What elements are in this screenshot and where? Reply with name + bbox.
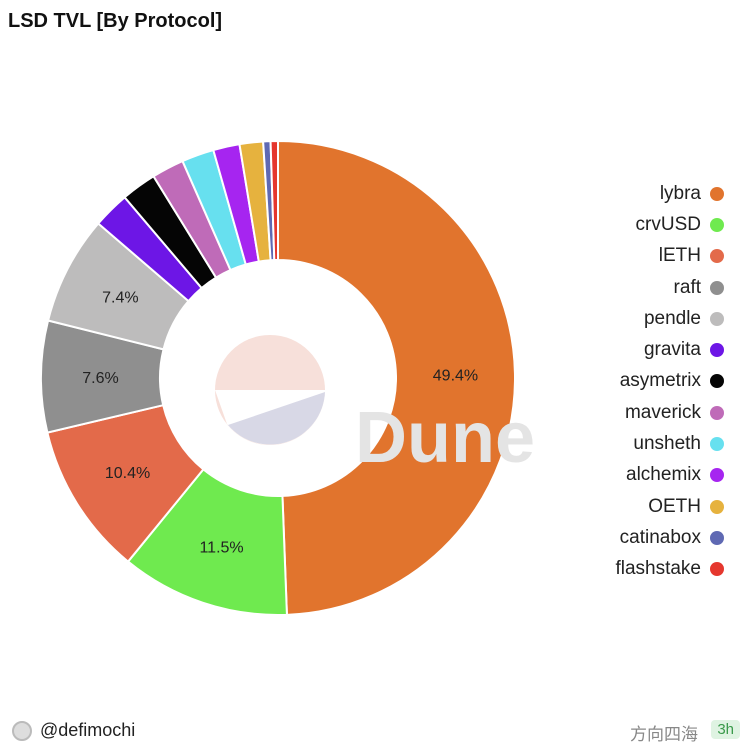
legend-item-catinabox[interactable]: catinabox bbox=[615, 522, 724, 553]
legend-swatch bbox=[710, 374, 724, 389]
legend-label: lETH bbox=[658, 245, 701, 267]
slice-flashstake[interactable] bbox=[269, 139, 279, 262]
legend-label: lybra bbox=[659, 182, 701, 204]
legend-swatch bbox=[710, 343, 724, 358]
data-label-raft: 7.6% bbox=[82, 370, 118, 387]
legend-label: flashstake bbox=[615, 558, 701, 580]
time-badge: 3h bbox=[711, 720, 740, 739]
legend-item-lybra[interactable]: lybra bbox=[615, 178, 724, 209]
legend-item-maverick[interactable]: maverick bbox=[615, 397, 724, 428]
legend-label: crvUSD bbox=[635, 213, 701, 235]
data-label-crvUSD: 11.5% bbox=[199, 539, 243, 556]
chart-title: LSD TVL [By Protocol] bbox=[8, 10, 223, 32]
legend-swatch bbox=[710, 249, 724, 264]
legend-label: gravita bbox=[643, 339, 701, 361]
legend-item-asymetrix[interactable]: asymetrix bbox=[615, 366, 724, 397]
legend-label: OETH bbox=[648, 495, 701, 517]
legend-label: pendle bbox=[643, 307, 701, 329]
legend-label: catinabox bbox=[619, 526, 701, 548]
slice-lybra[interactable] bbox=[277, 139, 516, 616]
data-label-lETH: 10.4% bbox=[105, 465, 150, 482]
legend: lybra crvUSD lETH raft pendle gravita asymetri… bbox=[615, 178, 724, 585]
legend-swatch bbox=[710, 562, 724, 577]
dune-watermark: Dune bbox=[355, 398, 535, 478]
legend-label: unsheth bbox=[633, 433, 701, 455]
legend-swatch bbox=[710, 405, 724, 420]
wechat-watermark: 方向四海 bbox=[630, 725, 698, 744]
dune-logo: Dune bbox=[215, 335, 535, 478]
legend-item-OETH[interactable]: OETH bbox=[615, 491, 724, 522]
author-handle: @defimochi bbox=[40, 720, 136, 740]
legend-item-crvUSD[interactable]: crvUSD bbox=[615, 209, 724, 240]
legend-swatch bbox=[710, 468, 724, 483]
legend-item-unsheth[interactable]: unsheth bbox=[615, 428, 724, 459]
legend-item-raft[interactable]: raft bbox=[615, 272, 724, 303]
legend-swatch bbox=[710, 311, 724, 326]
legend-swatch bbox=[710, 499, 724, 514]
legend-label: alchemix bbox=[626, 464, 701, 486]
footer: @defimochi bbox=[12, 720, 135, 741]
data-label-lybra: 49.4% bbox=[433, 368, 478, 385]
legend-item-flashstake[interactable]: flashstake bbox=[615, 554, 724, 585]
legend-swatch bbox=[710, 217, 724, 232]
data-label-pendle: 7.4% bbox=[102, 289, 138, 306]
legend-label: maverick bbox=[624, 401, 701, 423]
legend-item-pendle[interactable]: pendle bbox=[615, 303, 724, 334]
legend-label: raft bbox=[673, 276, 701, 298]
avatar bbox=[12, 720, 32, 741]
legend-swatch bbox=[710, 437, 724, 452]
legend-item-alchemix[interactable]: alchemix bbox=[615, 460, 724, 491]
legend-swatch bbox=[710, 530, 724, 545]
legend-label: asymetrix bbox=[619, 370, 701, 392]
legend-swatch bbox=[710, 186, 724, 201]
legend-item-gravita[interactable]: gravita bbox=[615, 334, 724, 365]
donut-chart: Dune 49.4% 11.5% 10.4% 7.6% 7.4% bbox=[40, 139, 535, 616]
legend-swatch bbox=[710, 280, 724, 295]
legend-item-lETH[interactable]: lETH bbox=[615, 241, 724, 272]
